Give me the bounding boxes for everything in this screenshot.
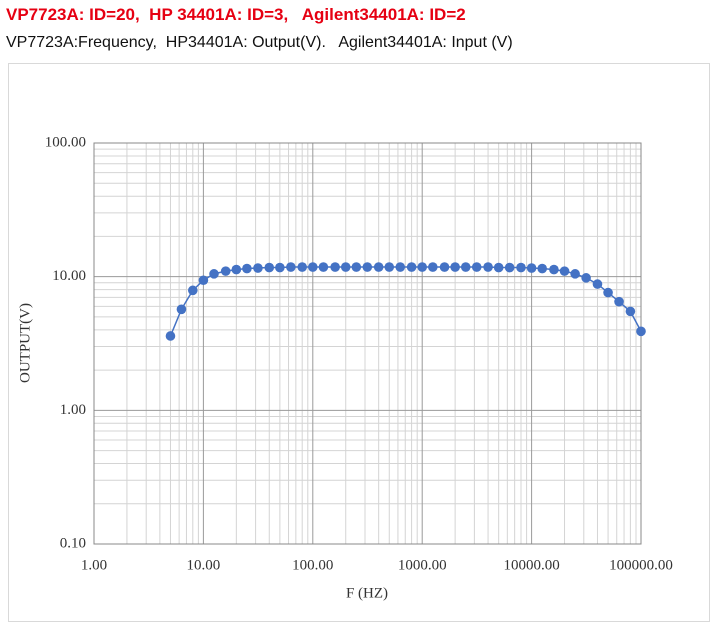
y-tick-label: 1.00 — [60, 402, 86, 418]
data-point — [428, 262, 438, 272]
data-point — [176, 304, 187, 315]
x-tick-label: 100.00 — [292, 557, 333, 573]
data-point — [297, 262, 307, 272]
data-point — [318, 262, 329, 272]
data-point — [603, 287, 613, 298]
data-point — [220, 266, 231, 276]
data-point — [384, 262, 395, 272]
x-tick-label: 100000.00 — [609, 557, 673, 573]
data-point — [526, 263, 537, 273]
data-point — [351, 262, 362, 272]
data-point — [340, 262, 351, 272]
x-tick-label: 1.00 — [81, 557, 107, 573]
data-point — [308, 262, 318, 272]
data-point — [581, 273, 591, 283]
data-point — [264, 262, 275, 273]
data-point — [330, 262, 340, 272]
data-point — [439, 262, 450, 272]
data-point — [460, 262, 471, 272]
data-point — [209, 269, 219, 279]
x-tick-label: 1000.00 — [398, 557, 447, 573]
page-title: VP7723A: ID=20, HP 34401A: ID=3, Agilent… — [6, 5, 466, 24]
data-point — [592, 279, 603, 289]
data-point — [286, 262, 296, 272]
data-point — [483, 262, 493, 272]
y-tick-label: 0.10 — [60, 535, 86, 551]
data-point — [253, 263, 263, 273]
data-point — [373, 262, 384, 272]
data-point — [570, 269, 580, 279]
y-tick-label: 10.00 — [52, 268, 86, 284]
x-tick-label: 10000.00 — [503, 557, 559, 573]
plot-area — [93, 142, 642, 545]
data-point — [549, 264, 559, 275]
data-point — [395, 262, 406, 272]
data-point — [493, 262, 504, 273]
data-point — [417, 262, 428, 272]
data-point — [625, 306, 636, 317]
data-point — [187, 285, 198, 296]
y-tick-label: 100.00 — [45, 134, 86, 150]
x-tick-label: 10.00 — [187, 557, 221, 573]
data-point — [165, 331, 176, 341]
data-point — [471, 262, 482, 272]
data-point — [614, 296, 624, 307]
y-axis-label: OUTPUT(V) — [17, 303, 33, 383]
data-point — [516, 262, 526, 273]
x-axis-label: F (HZ) — [346, 585, 388, 601]
data-point — [275, 262, 285, 273]
data-point — [504, 262, 515, 273]
data-point — [537, 263, 548, 274]
data-point — [406, 262, 417, 272]
data-point — [450, 262, 460, 272]
data-point — [231, 264, 242, 275]
data-point — [198, 275, 209, 286]
data-point — [559, 266, 570, 276]
data-point — [636, 326, 646, 337]
chart-frame — [8, 63, 710, 622]
data-point — [242, 263, 252, 274]
page-subtitle: VP7723A:Frequency, HP34401A: Output(V). … — [6, 34, 513, 51]
data-point — [362, 262, 373, 272]
